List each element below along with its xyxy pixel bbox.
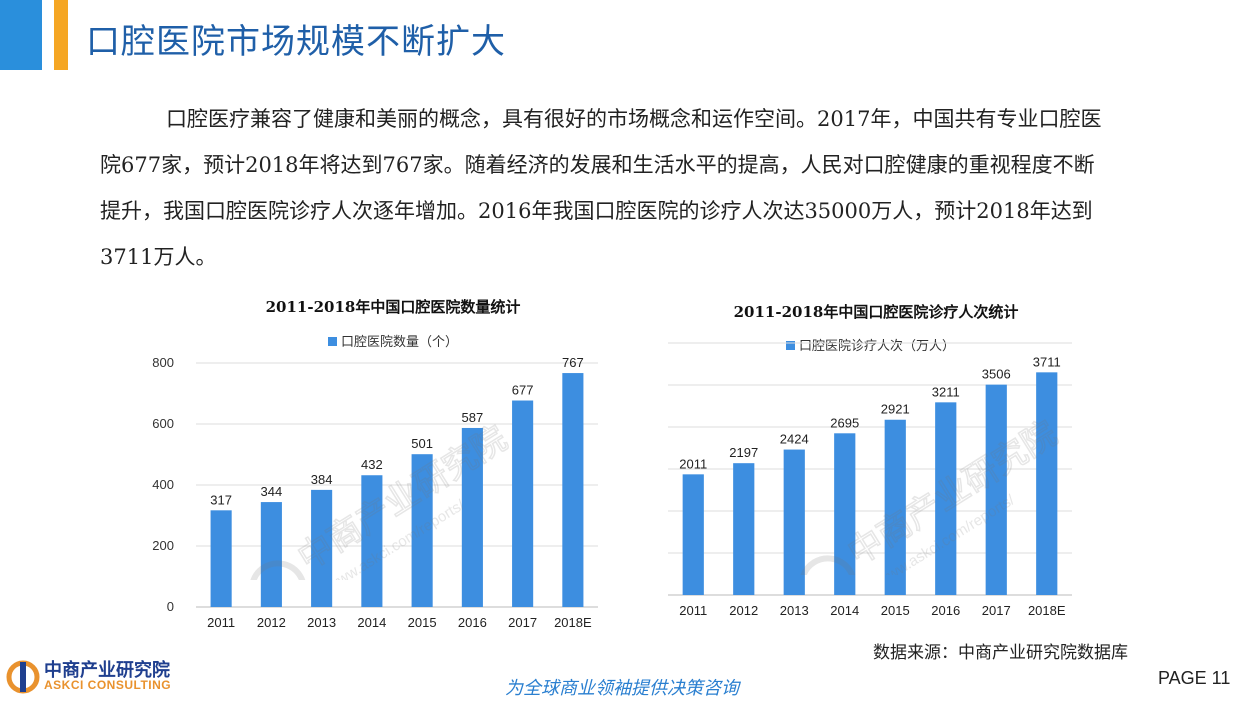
x-tick-label: 2011	[207, 615, 235, 630]
x-tick-label: 2014	[830, 603, 859, 618]
data-label: 2424	[780, 432, 809, 447]
data-label: 3211	[932, 384, 960, 399]
bar	[1036, 372, 1058, 595]
x-tick-label: 2016	[931, 603, 960, 618]
bar	[935, 402, 957, 595]
data-label: 587	[462, 410, 484, 425]
x-tick-label: 2018E	[1028, 603, 1066, 618]
page-number: PAGE 11	[1158, 668, 1231, 688]
footer-slogan: 为全球商业领袖提供决策咨询	[505, 678, 739, 699]
x-tick-label: 2017	[982, 603, 1011, 618]
x-tick-label: 2013	[780, 603, 809, 618]
data-label: 2695	[830, 415, 859, 430]
y-tick-label: 800	[152, 355, 174, 370]
header-accent-blue	[0, 0, 42, 70]
legend-swatch	[786, 341, 795, 350]
bar	[512, 400, 534, 607]
data-source: 数据来源：中商产业研究院数据库	[873, 643, 1128, 663]
bar	[411, 454, 433, 607]
data-label: 3506	[982, 367, 1011, 382]
page-title: 口腔医院市场规模不断扩大	[86, 22, 506, 62]
data-label: 767	[562, 355, 584, 370]
header-accent-orange	[54, 0, 68, 70]
bar	[834, 433, 856, 595]
x-tick-label: 2016	[458, 615, 487, 630]
bar	[733, 463, 755, 595]
x-tick-label: 2018E	[554, 615, 592, 630]
intro-paragraph: 口腔医疗兼容了健康和美丽的概念，具有很好的市场概念和运作空间。2017年，中国共…	[100, 107, 1102, 269]
logo-mark-icon	[6, 660, 40, 694]
chart-title: 2011-2018年中国口腔医院诊疗人次统计	[734, 303, 1019, 321]
data-label: 432	[361, 457, 383, 472]
x-tick-label: 2014	[357, 615, 386, 630]
company-logo: 中商产业研究院 ASKCI CONSULTING	[6, 656, 196, 696]
chart-title: 2011-2018年中国口腔医院数量统计	[266, 298, 521, 316]
x-tick-label: 2012	[257, 615, 286, 630]
data-label: 317	[210, 492, 232, 507]
x-tick-label: 2012	[729, 603, 758, 618]
bar	[985, 384, 1007, 595]
bar	[562, 373, 584, 607]
logo-en-text: ASKCI CONSULTING	[44, 678, 172, 692]
legend-swatch	[328, 337, 337, 346]
logo-cn-text: 中商产业研究院	[44, 660, 170, 681]
bar	[682, 474, 704, 595]
data-label: 2011	[679, 456, 707, 471]
x-tick-label: 2015	[881, 603, 910, 618]
y-tick-label: 600	[152, 416, 174, 431]
data-label: 384	[311, 472, 333, 487]
y-tick-label: 0	[167, 599, 174, 614]
data-label: 677	[512, 383, 534, 398]
x-tick-label: 2011	[679, 603, 707, 618]
bar	[311, 489, 333, 607]
y-tick-label: 200	[152, 538, 174, 553]
legend-label: 口腔医院诊疗人次（万人）	[799, 338, 955, 353]
y-tick-label: 400	[152, 477, 174, 492]
data-label: 3711	[1033, 354, 1061, 369]
x-tick-label: 2015	[408, 615, 437, 630]
legend-label: 口腔医院数量（个）	[341, 334, 458, 349]
bar	[783, 449, 805, 595]
x-tick-label: 2013	[307, 615, 336, 630]
data-label: 501	[411, 436, 433, 451]
data-label: 2197	[729, 445, 758, 460]
bar	[884, 419, 906, 595]
data-label: 2921	[881, 402, 910, 417]
bar	[461, 427, 483, 607]
bar	[361, 475, 383, 607]
bar	[210, 510, 232, 607]
bar	[260, 502, 282, 607]
data-label: 344	[261, 484, 283, 499]
x-tick-label: 2017	[508, 615, 537, 630]
